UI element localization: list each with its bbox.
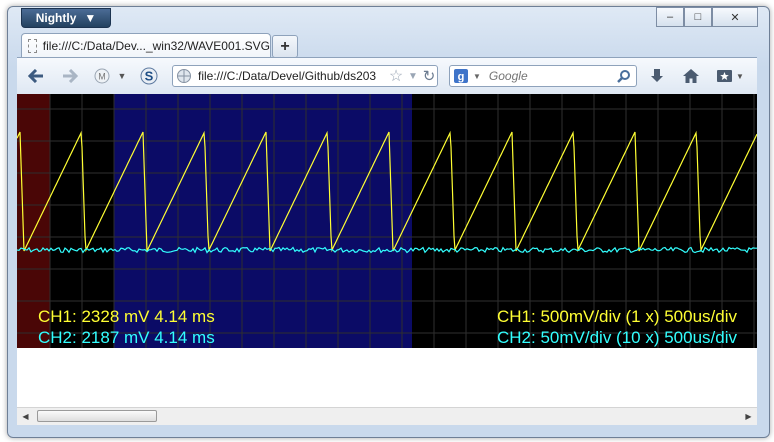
close-icon: ✕ bbox=[730, 11, 740, 24]
oscilloscope-display: CH1: 2328 mV 4.14 ms CH2: 2187 mV 4.14 m… bbox=[17, 94, 757, 348]
download-button[interactable] bbox=[647, 66, 667, 86]
url-dropdown[interactable]: ▼ bbox=[407, 66, 419, 86]
back-button[interactable] bbox=[25, 66, 47, 86]
app-menu-label: Nightly bbox=[35, 11, 77, 25]
nav-toolbar: M ▼ S file:///C:/Data/Devel/Github/ds203… bbox=[17, 57, 757, 95]
globe-icon bbox=[177, 69, 191, 83]
bookmark-star-button[interactable]: ☆ bbox=[387, 66, 405, 86]
caption-buttons: – □ ✕ bbox=[656, 7, 758, 27]
history-dropdown[interactable]: ▼ bbox=[117, 66, 127, 86]
chevron-down-icon: ▼ bbox=[117, 71, 127, 81]
scrollbar-thumb[interactable] bbox=[37, 410, 157, 422]
history-button[interactable]: M bbox=[93, 66, 111, 86]
search-input[interactable] bbox=[486, 68, 615, 84]
close-button[interactable]: ✕ bbox=[712, 7, 758, 27]
browser-tab[interactable]: file:///C:/Data/Dev..._win32/WAVE001.SVG bbox=[21, 33, 271, 57]
search-box[interactable]: g ▼ bbox=[449, 65, 637, 87]
chevron-down-icon: ▼ bbox=[473, 71, 481, 81]
minimize-icon: – bbox=[666, 11, 674, 23]
url-text: file:///C:/Data/Devel/Github/ds203 bbox=[198, 69, 377, 83]
ch1-waveform bbox=[17, 130, 757, 253]
page-content: CH1: 2328 mV 4.14 ms CH2: 2187 mV 4.14 m… bbox=[17, 94, 757, 407]
m-circle-icon: M bbox=[94, 68, 110, 84]
ch2-scale: CH2: 50mV/div (10 x) 500us/div bbox=[497, 328, 737, 347]
chevron-down-icon: ▼ bbox=[84, 11, 97, 25]
scope-grid bbox=[17, 94, 757, 348]
page-icon bbox=[28, 38, 37, 53]
chevron-down-icon: ▼ bbox=[408, 70, 418, 82]
new-tab-button[interactable]: + bbox=[272, 35, 298, 58]
url-bar[interactable]: file:///C:/Data/Devel/Github/ds203 bbox=[172, 65, 438, 87]
home-button[interactable] bbox=[681, 66, 701, 86]
download-icon bbox=[651, 69, 663, 82]
s-logo-icon: S bbox=[140, 67, 158, 85]
reload-button[interactable]: ↻ bbox=[421, 66, 437, 86]
region-blue bbox=[114, 94, 412, 348]
horizontal-scrollbar[interactable]: ◀ ▶ bbox=[17, 407, 757, 425]
ch1-scale: CH1: 500mV/div (1 x) 500us/div bbox=[497, 307, 737, 326]
plus-icon: + bbox=[280, 37, 290, 55]
ch2-waveform bbox=[17, 246, 757, 254]
bookmarks-button[interactable]: ▼ bbox=[715, 66, 745, 86]
scroll-left-button[interactable]: ◀ bbox=[17, 408, 34, 425]
bookmarks-icon bbox=[717, 70, 733, 82]
arrow-left-icon: ◀ bbox=[22, 412, 29, 421]
maximize-button[interactable]: □ bbox=[684, 7, 712, 27]
ch1-readout: CH1: 2328 mV 4.14 ms bbox=[38, 307, 215, 326]
minimize-button[interactable]: – bbox=[656, 7, 684, 27]
reload-icon: ↻ bbox=[422, 68, 436, 85]
app-menu-button[interactable]: Nightly ▼ bbox=[21, 8, 111, 28]
svg-text:M: M bbox=[98, 72, 106, 82]
scroll-right-button[interactable]: ▶ bbox=[740, 408, 757, 425]
star-icon: ☆ bbox=[388, 68, 404, 85]
arrow-right-icon: ▶ bbox=[745, 412, 752, 421]
google-icon: g bbox=[454, 69, 468, 83]
maximize-icon: □ bbox=[694, 11, 702, 23]
svg-text:g: g bbox=[458, 71, 465, 83]
forward-button[interactable] bbox=[59, 66, 81, 86]
sync-button[interactable]: S bbox=[139, 66, 159, 86]
chevron-down-icon: ▼ bbox=[736, 71, 744, 81]
forward-arrow-icon bbox=[63, 69, 78, 83]
home-icon bbox=[683, 69, 699, 83]
search-icon[interactable] bbox=[617, 69, 631, 83]
tab-title: file:///C:/Data/Dev..._win32/WAVE001.SVG bbox=[42, 38, 270, 53]
svg-text:S: S bbox=[145, 69, 154, 84]
ch2-readout: CH2: 2187 mV 4.14 ms bbox=[38, 328, 215, 347]
back-arrow-icon bbox=[28, 69, 43, 83]
